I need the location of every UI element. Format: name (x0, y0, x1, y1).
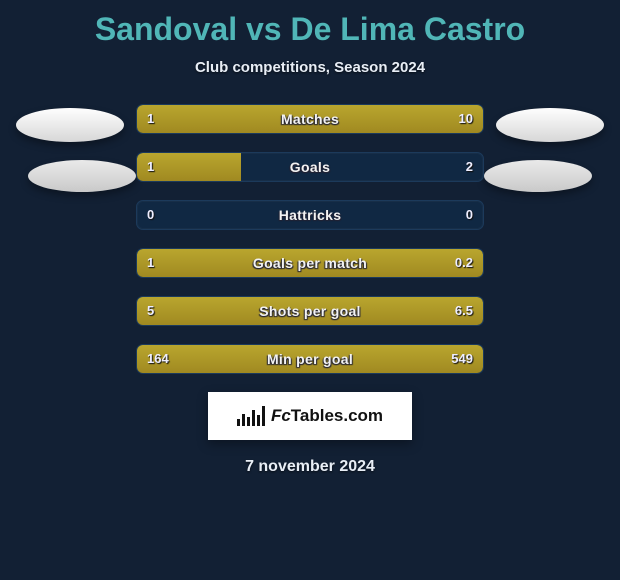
stat-bar: Matches1 10 (136, 104, 484, 134)
bar-label: Matches (137, 105, 483, 133)
comparison-arena: Matches110Goals12Hattricks00Goals per ma… (10, 104, 610, 374)
bar-value-left: 164 (137, 345, 179, 373)
brand-name: Tables.com (291, 406, 383, 425)
stat-bar: Hattricks0 0 (136, 200, 484, 230)
stat-bar: Goals per match1 0.2 (136, 248, 484, 278)
player2-ellipse-top (496, 108, 604, 142)
bar-value-right: 6.5 (445, 297, 483, 325)
bar-label: Goals per match (137, 249, 483, 277)
vs-text: vs (246, 11, 282, 47)
subtitle: Club competitions, Season 2024 (0, 59, 620, 76)
stat-bar: Min per goal164 549 (136, 344, 484, 374)
stat-bar: Shots per goal5 6.5 (136, 296, 484, 326)
brand-text: FcTables.com (271, 406, 383, 426)
player1-ellipse-top (16, 108, 124, 142)
footer-date: 7 november 2024 (0, 458, 620, 476)
bar-value-right: 10 (449, 105, 483, 133)
player1-ellipse-bottom (28, 160, 136, 192)
bar-value-left: 1 (137, 153, 164, 181)
bar-label: Shots per goal (137, 297, 483, 325)
bar-value-left: 5 (137, 297, 164, 325)
bar-label: Min per goal (137, 345, 483, 373)
brand-box: FcTables.com (208, 392, 412, 440)
bar-value-left: 0 (137, 201, 164, 229)
brand-logo-icon (237, 406, 265, 426)
player1-name: Sandoval (95, 11, 237, 47)
bar-value-right: 2 (456, 153, 483, 181)
bar-label: Hattricks (137, 201, 483, 229)
bar-value-left: 1 (137, 249, 164, 277)
stat-bars: Matches110Goals12Hattricks00Goals per ma… (136, 104, 484, 374)
bar-value-left: 1 (137, 105, 164, 133)
bar-value-right: 0.2 (445, 249, 483, 277)
stat-bar: Goals1 2 (136, 152, 484, 182)
bar-label: Goals (137, 153, 483, 181)
bar-value-right: 549 (441, 345, 483, 373)
player2-ellipse-bottom (484, 160, 592, 192)
bar-value-right: 0 (456, 201, 483, 229)
comparison-title: Sandoval vs De Lima Castro (0, 12, 620, 47)
player2-name: De Lima Castro (290, 11, 525, 47)
